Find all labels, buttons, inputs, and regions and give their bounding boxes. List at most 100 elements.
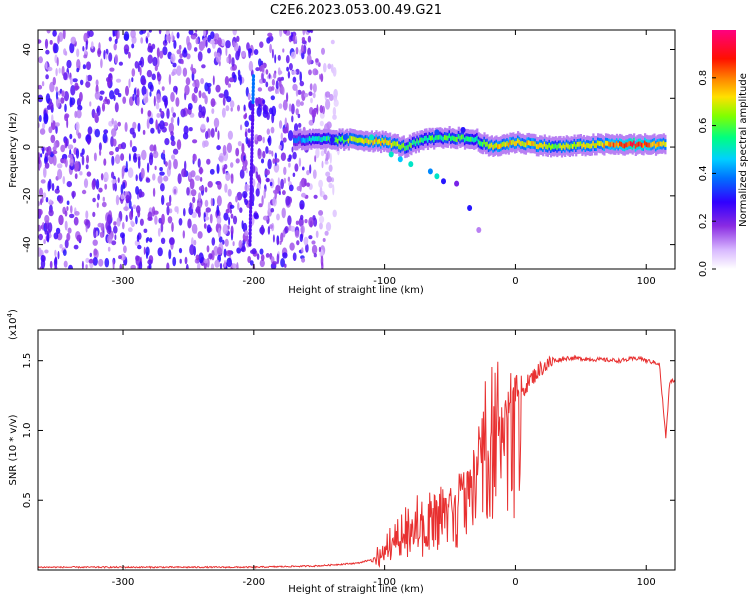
heatmap-cell — [251, 118, 255, 123]
heatmap-cell — [462, 134, 465, 140]
heatmap-cell — [207, 181, 213, 188]
heatmap-cell — [161, 86, 165, 91]
heatmap-cell — [284, 226, 289, 234]
heatmap-cell — [176, 32, 180, 39]
heatmap-cell — [292, 172, 296, 177]
heatmap-cell — [176, 206, 179, 215]
heatmap-cell — [592, 140, 595, 146]
snr-ticks: -300 -200 -100 0 100 0.5 1.0 1.5 — [22, 330, 675, 588]
heatmap-cell — [247, 256, 252, 263]
heatmap-cell — [120, 153, 125, 161]
heatmap-cell — [256, 253, 260, 260]
heatmap-cell — [278, 144, 282, 150]
heatmap-cell — [277, 67, 281, 76]
heatmap-cell — [188, 30, 194, 35]
heatmap-cell — [85, 40, 88, 50]
heatmap-cell — [63, 72, 68, 81]
heatmap-cell — [295, 220, 299, 225]
heatmap-cell — [405, 145, 408, 151]
heatmap-cell — [267, 226, 271, 235]
heatmap-cell — [504, 142, 507, 148]
heatmap-cell — [171, 222, 174, 233]
colorbar-tick-label: 0.0 — [698, 261, 709, 277]
heatmap-cell — [177, 173, 182, 185]
heatmap-cell — [80, 79, 84, 86]
heatmap-cell — [625, 142, 628, 148]
heatmap-cell — [642, 143, 645, 149]
heatmap-cell — [127, 227, 133, 233]
heatmap-cell — [636, 142, 639, 148]
heatmap-cell — [141, 78, 147, 86]
heatmap-cell — [146, 237, 150, 242]
heatmap-cell — [434, 135, 437, 141]
heatmap-cell — [249, 169, 254, 174]
heatmap-cell — [109, 151, 114, 156]
heatmap-cell — [95, 179, 100, 190]
heatmap-cell — [74, 211, 80, 216]
y-tick-label: 1.0 — [22, 423, 33, 439]
colorbar-label: Normalized spectral amplitude — [738, 73, 749, 227]
snr-xlabel: Height of straight line (km) — [288, 584, 424, 595]
heatmap-cell — [130, 220, 134, 226]
heatmap-cell — [364, 138, 367, 144]
heatmap-cell — [74, 160, 79, 171]
heatmap-cell — [106, 214, 112, 224]
heatmap-cell — [192, 139, 198, 144]
heatmap-cell — [315, 58, 319, 63]
heatmap-cell — [44, 214, 50, 224]
heatmap-cell — [156, 93, 161, 104]
heatmap-cell — [276, 239, 280, 245]
heatmap-cell — [118, 61, 123, 66]
heatmap-cell — [147, 259, 153, 265]
heatmap-cell — [225, 208, 230, 214]
heatmap-cell — [356, 138, 360, 143]
heatmap-cell — [76, 48, 80, 58]
heatmap-cell — [332, 209, 337, 218]
heatmap-cell — [204, 216, 210, 221]
heatmap-cell — [251, 110, 255, 116]
heatmap-cell — [239, 207, 243, 213]
heatmap-cell — [249, 183, 253, 189]
heatmap-cell — [170, 117, 174, 124]
snr-line — [38, 354, 675, 569]
heatmap-cell — [249, 198, 253, 203]
heatmap-cell — [524, 142, 527, 148]
heatmap-cell — [456, 137, 459, 142]
heatmap-cell — [223, 212, 229, 221]
heatmap-cell — [76, 109, 82, 119]
heatmap-cell — [284, 263, 287, 268]
heatmap-cell — [141, 149, 147, 161]
heatmap-cell — [543, 141, 546, 147]
heatmap-cell — [57, 251, 60, 260]
heatmap-cell — [223, 260, 227, 269]
heatmap-cell — [288, 103, 292, 112]
heatmap-cell — [386, 140, 389, 145]
heatmap-cell — [302, 137, 305, 143]
heatmap-cell — [299, 135, 302, 141]
heatmap-cell — [518, 139, 521, 145]
spectrogram-frame — [37, 29, 676, 270]
heatmap-cell — [363, 139, 366, 145]
heatmap-cell — [71, 190, 76, 198]
heatmap-cell — [123, 245, 127, 254]
heatmap-cell — [311, 244, 318, 255]
heatmap-cell — [532, 141, 535, 147]
heatmap-cell — [231, 263, 237, 269]
heatmap-cell — [85, 257, 90, 264]
heatmap-cell — [307, 35, 312, 43]
heatmap-cell — [579, 141, 582, 147]
heatmap-cell — [74, 173, 78, 180]
heatmap-cell — [565, 142, 568, 148]
heatmap-cell — [100, 58, 103, 69]
heatmap-cell — [97, 193, 100, 201]
heatmap-cell — [165, 35, 171, 42]
heatmap-cell — [303, 44, 307, 55]
heatmap-cell — [225, 105, 230, 112]
heatmap-cell — [283, 177, 287, 184]
heatmap-cell — [201, 106, 206, 117]
heatmap-cell — [304, 219, 308, 224]
heatmap-cell — [249, 187, 253, 192]
heatmap-cell — [93, 152, 97, 162]
heatmap-cell — [40, 198, 43, 206]
